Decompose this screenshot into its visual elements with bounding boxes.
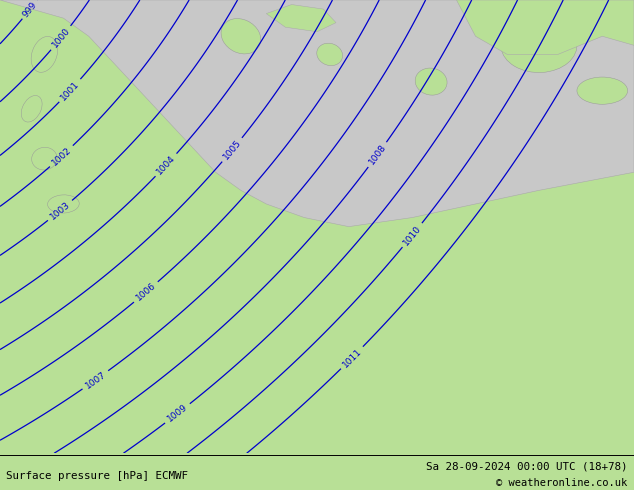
Text: 1010: 1010 — [401, 223, 423, 247]
Text: 1007: 1007 — [84, 369, 107, 390]
Ellipse shape — [31, 36, 58, 73]
Polygon shape — [456, 0, 634, 54]
Text: 1003: 1003 — [48, 200, 72, 221]
Text: Sa 28-09-2024 00:00 UTC (18+78): Sa 28-09-2024 00:00 UTC (18+78) — [426, 462, 628, 471]
Text: 1000: 1000 — [50, 26, 72, 49]
Ellipse shape — [501, 18, 577, 73]
Ellipse shape — [317, 43, 342, 66]
Text: Surface pressure [hPa] ECMWF: Surface pressure [hPa] ECMWF — [6, 471, 188, 481]
Text: 1005: 1005 — [221, 138, 243, 162]
Ellipse shape — [415, 68, 447, 95]
Ellipse shape — [48, 195, 79, 213]
Ellipse shape — [221, 19, 261, 54]
Polygon shape — [0, 0, 634, 226]
Text: 1004: 1004 — [155, 153, 178, 176]
Text: 1006: 1006 — [134, 281, 158, 303]
Ellipse shape — [577, 77, 628, 104]
Text: © weatheronline.co.uk: © weatheronline.co.uk — [496, 478, 628, 488]
Text: 1001: 1001 — [59, 79, 81, 102]
Text: 1011: 1011 — [340, 346, 363, 369]
Text: 1002: 1002 — [50, 145, 73, 167]
Text: 1009: 1009 — [165, 403, 190, 424]
Ellipse shape — [32, 147, 57, 170]
Ellipse shape — [22, 96, 42, 122]
Polygon shape — [266, 4, 336, 32]
Text: 1008: 1008 — [367, 143, 388, 167]
Text: 999: 999 — [21, 0, 39, 19]
